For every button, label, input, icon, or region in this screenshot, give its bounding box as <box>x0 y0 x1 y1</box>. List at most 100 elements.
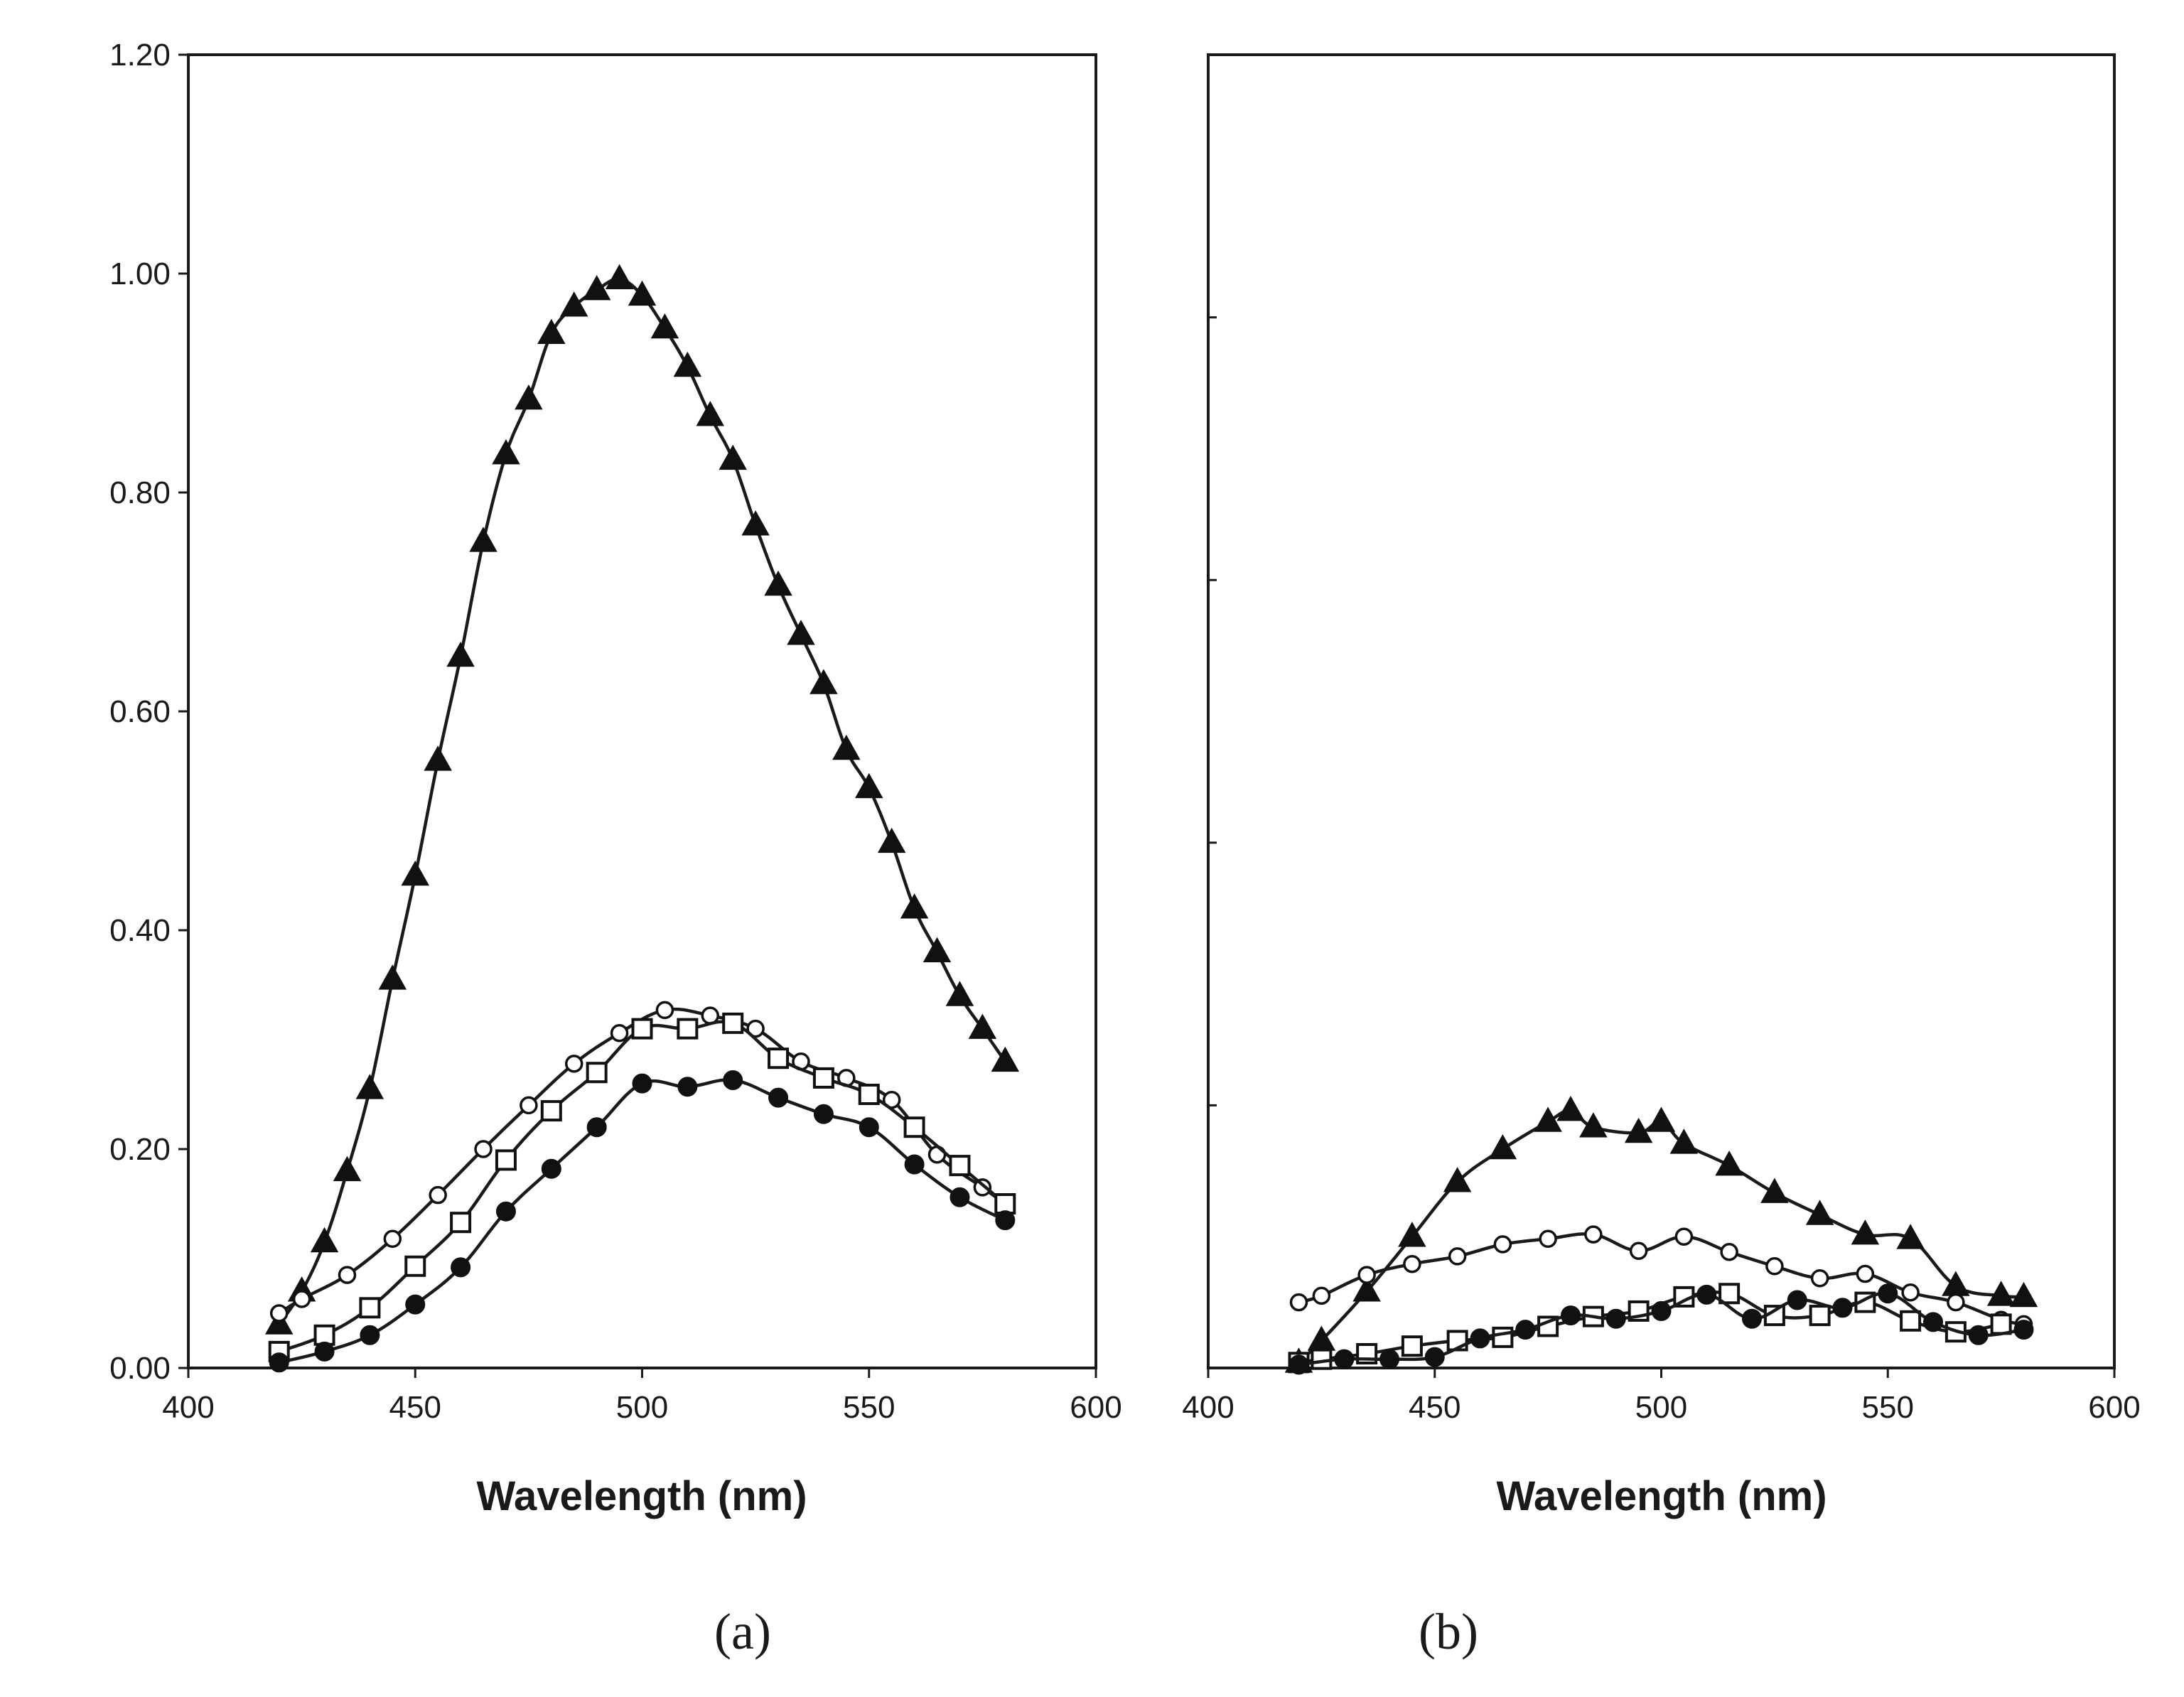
data-point-filled-circle <box>269 1352 289 1373</box>
data-point-filled-triangle <box>401 860 430 886</box>
data-point-open-square <box>586 1062 608 1084</box>
chart-panel-a: 400 450 500 550 600 0.00 0.20 0.40 0.60 0.80 1.00 1… <box>109 38 1122 1660</box>
data-point-filled-triangle <box>628 280 657 306</box>
data-point-filled-triangle <box>764 570 792 596</box>
data-point-filled-triangle <box>877 827 906 853</box>
data-point-open-square <box>1401 1335 1423 1357</box>
series-filled-triangle <box>1284 1096 2038 1373</box>
y-tick-label: 0.60 <box>109 694 171 729</box>
data-point-filled-triangle <box>1669 1128 1699 1154</box>
x-tick-label: 400 <box>162 1390 214 1425</box>
series-line-open-circle <box>278 1007 1006 1315</box>
data-point-filled-circle <box>723 1070 743 1090</box>
data-point-open-square <box>677 1018 699 1040</box>
data-point-filled-triangle <box>650 313 679 339</box>
data-point-open-square <box>1492 1326 1514 1348</box>
data-point-open-square <box>812 1067 834 1089</box>
data-point-filled-triangle <box>310 1227 339 1253</box>
series-line-open-square <box>278 1020 1006 1354</box>
data-point-filled-circle <box>768 1087 789 1108</box>
data-point-filled-triangle <box>1352 1276 1381 1302</box>
plot-frame <box>1207 53 2116 1369</box>
data-point-filled-circle <box>1424 1347 1445 1367</box>
data-point-filled-circle <box>813 1104 834 1124</box>
data-point-filled-triangle <box>1760 1178 1789 1203</box>
data-point-filled-triangle <box>673 351 702 377</box>
data-point-filled-triangle <box>832 734 861 760</box>
data-point-filled-circle <box>1561 1305 1581 1326</box>
data-point-filled-circle <box>950 1187 970 1207</box>
data-point-open-circle <box>564 1055 583 1073</box>
data-point-filled-triangle <box>605 264 634 289</box>
y-tick-label: 0.00 <box>109 1351 171 1386</box>
data-point-filled-triangle <box>1534 1106 1562 1132</box>
data-point-filled-circle <box>1515 1320 1536 1340</box>
data-point-filled-circle <box>1470 1328 1490 1349</box>
data-point-filled-circle <box>541 1158 561 1179</box>
series-line-filled-triangle <box>277 277 1007 1325</box>
data-point-filled-circle <box>1696 1284 1717 1305</box>
data-point-filled-triangle <box>424 745 452 771</box>
data-point-open-square <box>631 1018 653 1040</box>
x-axis-title: Wavelength (nm) <box>476 1473 807 1519</box>
data-point-filled-triangle <box>2009 1281 2038 1308</box>
data-point-filled-triangle <box>1986 1281 2016 1306</box>
data-point-filled-circle <box>1334 1349 1355 1369</box>
data-point-filled-circle <box>1968 1325 1989 1345</box>
data-point-open-circle <box>1856 1264 1875 1283</box>
series-open-circle <box>1289 1225 2033 1334</box>
x-tick-label: 450 <box>389 1390 441 1425</box>
data-point-filled-triangle <box>582 275 611 301</box>
data-point-open-square <box>722 1012 744 1034</box>
series-filled-circle <box>1289 1283 2034 1375</box>
data-point-open-square <box>1809 1305 1831 1327</box>
x-tick-label: 550 <box>843 1390 895 1425</box>
data-point-filled-circle <box>405 1294 426 1315</box>
data-point-open-square <box>540 1100 562 1122</box>
data-point-open-square <box>359 1297 381 1319</box>
y-tick-label: 0.80 <box>109 475 171 510</box>
data-point-open-circle <box>1720 1243 1738 1261</box>
data-point-filled-circle <box>632 1073 652 1094</box>
data-point-filled-triangle <box>900 893 929 919</box>
y-tick-label: 1.00 <box>109 257 171 291</box>
panel-label: (a) <box>714 1603 771 1660</box>
data-point-filled-circle <box>677 1077 698 1097</box>
data-point-open-square <box>903 1116 925 1138</box>
data-point-filled-triangle <box>333 1155 362 1182</box>
data-point-filled-triangle <box>1488 1133 1517 1160</box>
data-point-open-circle <box>474 1140 493 1158</box>
data-point-open-circle <box>1947 1293 1965 1312</box>
data-point-filled-triangle <box>1443 1167 1472 1192</box>
data-point-filled-triangle <box>1647 1106 1676 1132</box>
data-point-filled-triangle <box>1805 1200 1834 1225</box>
data-point-filled-triangle <box>741 510 770 536</box>
data-point-filled-triangle <box>809 669 838 694</box>
data-point-open-circle <box>1289 1293 1308 1312</box>
data-point-open-square <box>858 1084 880 1105</box>
x-tick-label: 500 <box>616 1390 668 1425</box>
data-point-filled-triangle <box>537 318 566 344</box>
data-point-filled-circle <box>1878 1283 1898 1304</box>
y-tick-label: 0.20 <box>109 1132 171 1167</box>
data-point-filled-circle <box>495 1201 516 1222</box>
data-point-filled-circle <box>360 1325 380 1345</box>
data-point-filled-triangle <box>787 620 815 645</box>
data-point-open-square <box>1718 1283 1741 1305</box>
data-point-open-circle <box>655 1001 674 1020</box>
data-point-open-square <box>1990 1313 2012 1335</box>
data-point-open-circle <box>1765 1257 1784 1276</box>
data-point-filled-triangle <box>559 291 588 317</box>
chart-panel-b: 400 450 500 550 600 Wavelength (nm) (b) <box>1182 53 2141 1660</box>
series-open-square <box>268 1012 1016 1362</box>
data-point-filled-circle <box>904 1154 925 1175</box>
data-point-open-circle <box>746 1019 765 1038</box>
data-point-open-square <box>404 1255 426 1277</box>
data-point-filled-triangle <box>719 444 747 470</box>
data-point-filled-circle <box>586 1117 607 1138</box>
data-point-open-square <box>768 1047 790 1070</box>
data-point-open-circle <box>1403 1254 1421 1273</box>
data-point-filled-triangle <box>446 641 475 667</box>
data-point-open-circle <box>1493 1235 1512 1254</box>
